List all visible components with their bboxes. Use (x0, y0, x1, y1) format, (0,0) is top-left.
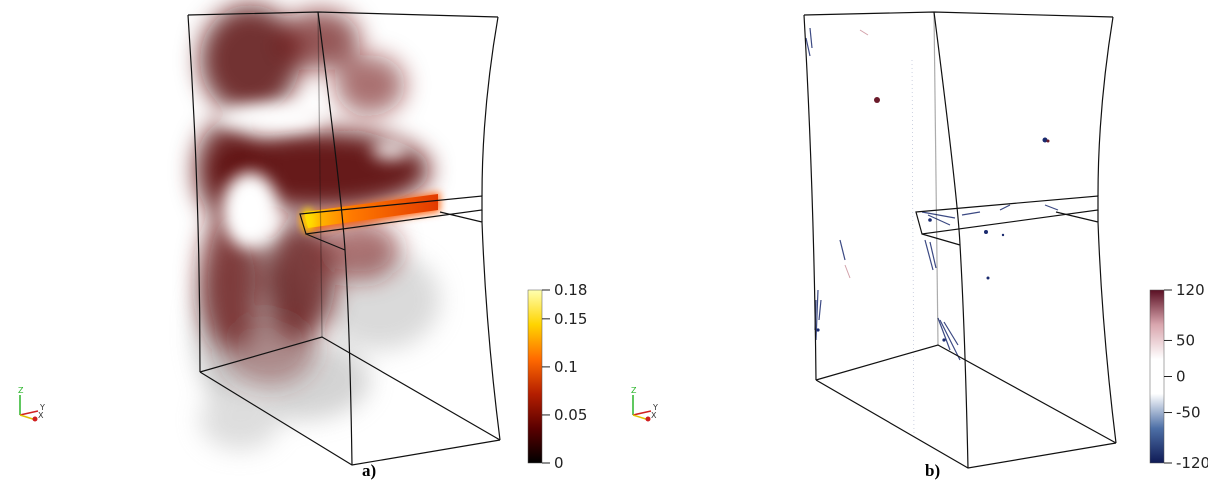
colorbar-b-gradient (1149, 289, 1165, 464)
y-axis-letter: Y (652, 403, 658, 412)
colorbar-tick-label: 0.1 (554, 358, 578, 376)
colorbar-tick-label: -120 (1176, 454, 1208, 472)
z-axis-letter: Z (18, 386, 24, 395)
panel-a-label: a) (362, 461, 376, 480)
x-axis-letter: X (651, 411, 657, 420)
y-axis-letter: Y (39, 403, 45, 412)
panel-b-label: b) (925, 461, 940, 480)
colorbar-tick-label: 0 (554, 454, 564, 472)
axes-triad-b: Z Y X (631, 386, 658, 422)
colorbar-tick-label: 0.18 (554, 281, 587, 299)
panel-a-box (187, 11, 501, 466)
panel-b-volume (805, 27, 1059, 441)
colorbar-tick-label: -50 (1176, 404, 1201, 422)
colorbar-tick-label: 0.05 (554, 406, 587, 424)
colorbar-b: 120 50 0 -50 -120 (1149, 281, 1208, 472)
colorbar-a: 0.18 0.15 0.1 0.05 0 (527, 281, 587, 472)
colorbar-tick-label: 0.15 (554, 310, 587, 328)
panel-a-volume (195, 5, 440, 450)
axes-triad-a: Z Y X (18, 386, 45, 422)
x-axis-letter: X (38, 411, 44, 420)
x-axis-arrow (19, 410, 39, 416)
colorbar-a-gradient (527, 289, 543, 464)
z-axis-letter: Z (631, 386, 637, 395)
colorbar-tick-label: 50 (1176, 331, 1195, 349)
panel-b-box (803, 11, 1117, 469)
x-axis-arrow (632, 410, 652, 416)
colorbar-tick-label: 0 (1176, 368, 1186, 386)
colorbar-tick-label: 120 (1176, 281, 1205, 299)
